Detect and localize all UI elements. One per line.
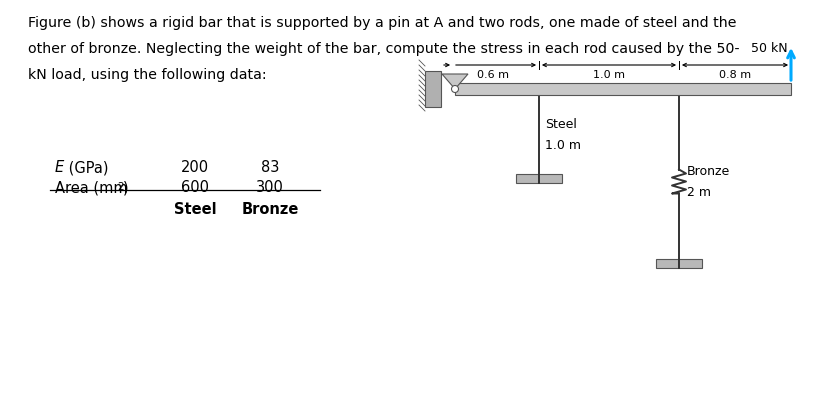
Text: 1.0 m: 1.0 m xyxy=(545,139,581,152)
Text: Bronze: Bronze xyxy=(687,165,730,178)
Bar xyxy=(455,83,791,95)
Text: 200: 200 xyxy=(181,160,209,175)
Circle shape xyxy=(452,85,458,93)
Text: other of bronze. Neglecting the weight of the bar, compute the stress in each ro: other of bronze. Neglecting the weight o… xyxy=(28,42,740,56)
Text: ): ) xyxy=(123,180,129,195)
Text: 0.6 m: 0.6 m xyxy=(477,70,509,80)
Text: 2 m: 2 m xyxy=(687,186,711,199)
Text: E: E xyxy=(55,160,64,175)
Text: Steel: Steel xyxy=(545,117,577,130)
Text: (GPa): (GPa) xyxy=(64,160,109,175)
Polygon shape xyxy=(442,74,468,89)
Text: A: A xyxy=(460,86,469,99)
Text: Bronze: Bronze xyxy=(241,202,298,217)
Bar xyxy=(656,259,702,268)
Text: 50 kN: 50 kN xyxy=(751,42,788,55)
Text: 2: 2 xyxy=(117,182,124,192)
Text: Steel: Steel xyxy=(174,202,217,217)
Bar xyxy=(516,174,562,183)
Text: 300: 300 xyxy=(256,180,284,195)
Text: 1.0 m: 1.0 m xyxy=(593,70,625,80)
Bar xyxy=(425,71,441,107)
Text: 600: 600 xyxy=(181,180,209,195)
Text: 0.8 m: 0.8 m xyxy=(719,70,751,80)
Text: Area (mm: Area (mm xyxy=(55,180,128,195)
Text: Figure (b) shows a rigid bar that is supported by a pin at A and two rods, one m: Figure (b) shows a rigid bar that is sup… xyxy=(28,16,737,30)
Text: kN load, using the following data:: kN load, using the following data: xyxy=(28,68,267,82)
Text: 83: 83 xyxy=(261,160,279,175)
